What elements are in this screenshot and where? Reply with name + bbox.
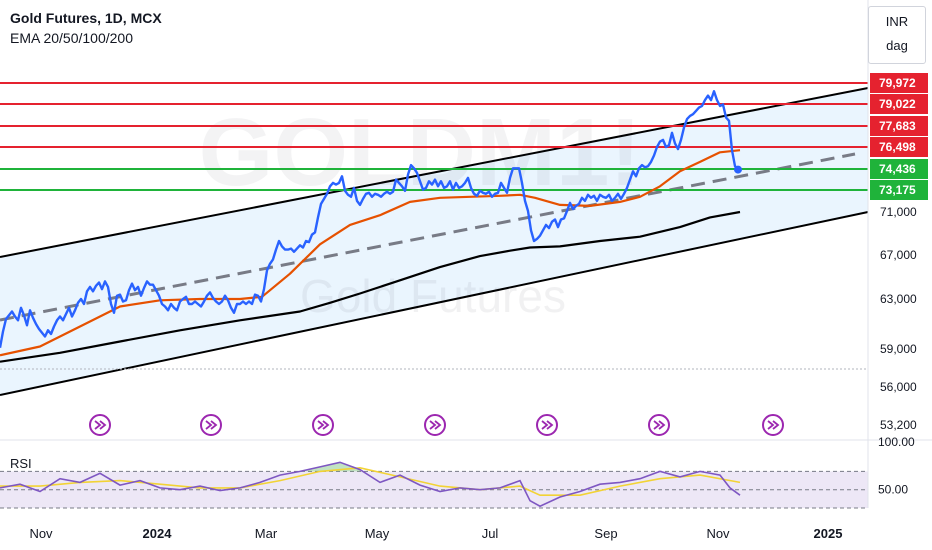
watermark-layer: GOLDM1! Gold Futures — [199, 99, 642, 322]
price-tag-label-6: 73,175 — [879, 183, 916, 197]
price-tag-label-5: 74,436 — [879, 162, 916, 176]
event-arrow-icon — [767, 420, 780, 430]
y-tick-label-3: 59,000 — [880, 342, 917, 356]
currency-box[interactable]: INR dag — [868, 6, 926, 64]
x-tick-label-2: 2024 — [143, 526, 173, 541]
channel-fill — [0, 88, 868, 395]
channel-lower-line — [0, 211, 869, 396]
rsi-label: RSI — [10, 456, 32, 471]
x-tick-label-5: Jul — [482, 526, 499, 541]
event-arrow-icon — [317, 420, 330, 430]
y-tick-label-4: 63,000 — [880, 292, 917, 306]
x-tick-label-3: Mar — [255, 526, 278, 541]
price-tag-label-2: 79,022 — [879, 97, 916, 111]
ema-orange-line — [0, 149, 741, 357]
y-tick-label-1: 53,200 — [880, 418, 917, 432]
chart-legend: Gold Futures, 1D, MCX EMA 20/50/100/200 — [10, 10, 162, 46]
event-arrow-icon — [94, 420, 107, 430]
event-marker-5[interactable] — [536, 414, 558, 436]
event-marker-6[interactable] — [648, 414, 670, 436]
event-marker-3[interactable] — [312, 414, 334, 436]
rsi-ma-line — [0, 466, 741, 496]
x-tick-label-1: Nov — [29, 526, 53, 541]
x-tick-label-6: Sep — [594, 526, 617, 541]
unit-label: dag — [886, 38, 908, 53]
watermark-symbol: GOLDM1! — [199, 99, 642, 206]
event-marker-2[interactable] — [200, 414, 222, 436]
x-tick-label-7: Nov — [706, 526, 730, 541]
y-tick-label-5: 67,000 — [880, 248, 917, 262]
watermark-name: Gold Futures — [300, 270, 566, 322]
chart-title: Gold Futures, 1D, MCX — [10, 10, 162, 26]
channel-upper-line — [0, 87, 869, 258]
indicator-legend: EMA 20/50/100/200 — [10, 30, 133, 46]
y-tick-label-6: 71,000 — [880, 205, 917, 219]
axes-layer: 53,200 56,000 59,000 63,000 67,000 71,000 79,9… — [29, 0, 928, 541]
event-markers-layer — [89, 414, 784, 436]
price-last-dot — [734, 165, 742, 174]
y-tick-label-2: 56,000 — [880, 380, 917, 394]
price-tag-bg-2 — [870, 94, 928, 114]
price-tag-label-3: 77,683 — [879, 119, 916, 133]
event-marker-7[interactable] — [762, 414, 784, 436]
event-arrow-icon — [429, 420, 442, 430]
price-tag-label-1: 79,972 — [879, 76, 916, 90]
price-tag-bg-6 — [870, 180, 928, 200]
price-line — [0, 90, 739, 349]
event-marker-4[interactable] — [424, 414, 446, 436]
event-marker-1[interactable] — [89, 414, 111, 436]
price-tag-label-4: 76,498 — [879, 140, 916, 154]
event-arrow-icon — [653, 420, 666, 430]
event-arrow-icon — [205, 420, 218, 430]
price-tag-bg-1 — [870, 73, 928, 93]
series-layer — [0, 90, 742, 363]
price-tag-bg-3 — [870, 116, 928, 136]
rsi-panel: RSI 100.00 50.00 — [0, 435, 932, 509]
price-tag-bg-5 — [870, 159, 928, 179]
rsi-line — [0, 461, 741, 508]
ema-black-line — [0, 210, 741, 363]
x-tick-label-8: 2025 — [814, 526, 843, 541]
currency-label: INR — [885, 14, 909, 29]
x-tick-label-4: May — [365, 526, 390, 541]
rsi-axis-label-2: 50.00 — [878, 483, 908, 497]
rsi-axis-label-1: 100.00 — [878, 435, 915, 449]
price-tag-bg-4 — [870, 137, 928, 157]
event-arrow-icon — [541, 420, 554, 430]
